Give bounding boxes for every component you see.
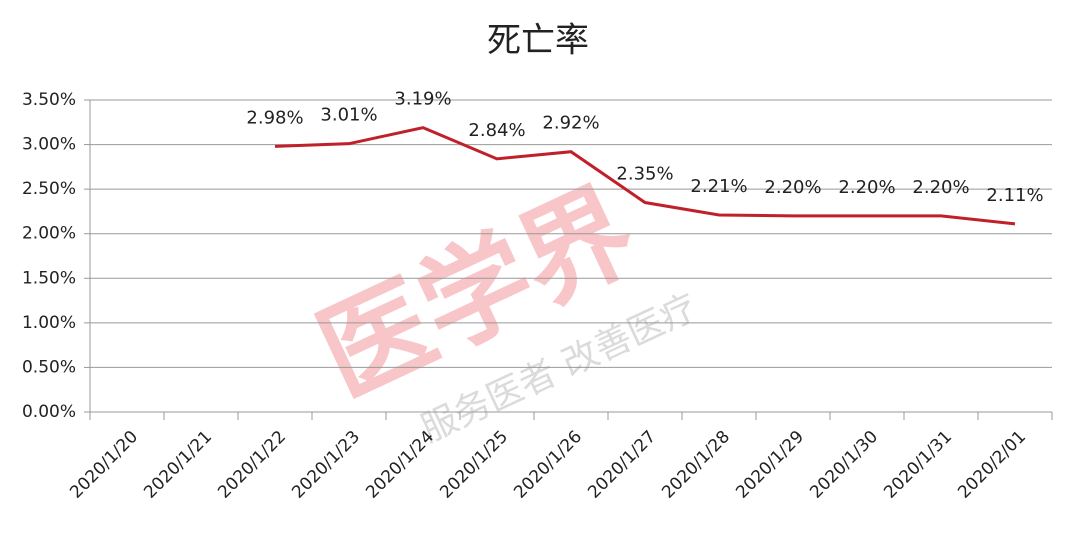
y-tick-label: 2.50% bbox=[22, 179, 76, 199]
value-label: 2.21% bbox=[690, 176, 747, 197]
value-label: 2.11% bbox=[986, 185, 1043, 206]
line bbox=[274, 126, 1016, 226]
value-label: 2.20% bbox=[764, 177, 821, 198]
y-tick-label: 0.00% bbox=[22, 402, 76, 422]
y-tick-label: 3.50% bbox=[22, 90, 76, 110]
x-tick-label: 2020/1/26 bbox=[510, 427, 586, 503]
x-tick-label: 2020/1/29 bbox=[732, 427, 808, 503]
x-tick-label: 2020/1/30 bbox=[806, 427, 882, 503]
y-tick-label: 0.50% bbox=[22, 357, 76, 377]
x-tick-label: 2020/1/22 bbox=[214, 427, 290, 503]
x-tick-label: 2020/1/31 bbox=[880, 427, 956, 503]
x-tick-label: 2020/1/24 bbox=[362, 427, 438, 503]
value-label: 2.84% bbox=[468, 120, 525, 141]
x-tick-label: 2020/1/20 bbox=[66, 427, 142, 503]
x-tick-label: 2020/2/01 bbox=[954, 427, 1030, 503]
x-tick-label: 2020/1/27 bbox=[584, 427, 660, 503]
y-tick-label: 1.00% bbox=[22, 313, 76, 333]
value-label: 2.20% bbox=[912, 177, 969, 198]
value-label: 2.20% bbox=[838, 177, 895, 198]
y-tick-label: 2.00% bbox=[22, 224, 76, 244]
value-label: 2.92% bbox=[542, 113, 599, 134]
x-tick-label: 2020/1/23 bbox=[288, 427, 364, 503]
watermark: 医学界 bbox=[300, 165, 653, 420]
value-label: 2.98% bbox=[246, 107, 303, 128]
x-tick-label: 2020/1/21 bbox=[140, 427, 216, 503]
chart-title: 死亡率 bbox=[487, 21, 589, 61]
value-label: 3.01% bbox=[320, 105, 377, 126]
y-tick-label: 3.00% bbox=[22, 135, 76, 155]
value-label: 2.35% bbox=[616, 164, 673, 185]
value-label: 3.19% bbox=[394, 89, 451, 110]
y-tick-label: 1.50% bbox=[22, 268, 76, 288]
x-tick-label: 2020/1/28 bbox=[658, 427, 734, 503]
